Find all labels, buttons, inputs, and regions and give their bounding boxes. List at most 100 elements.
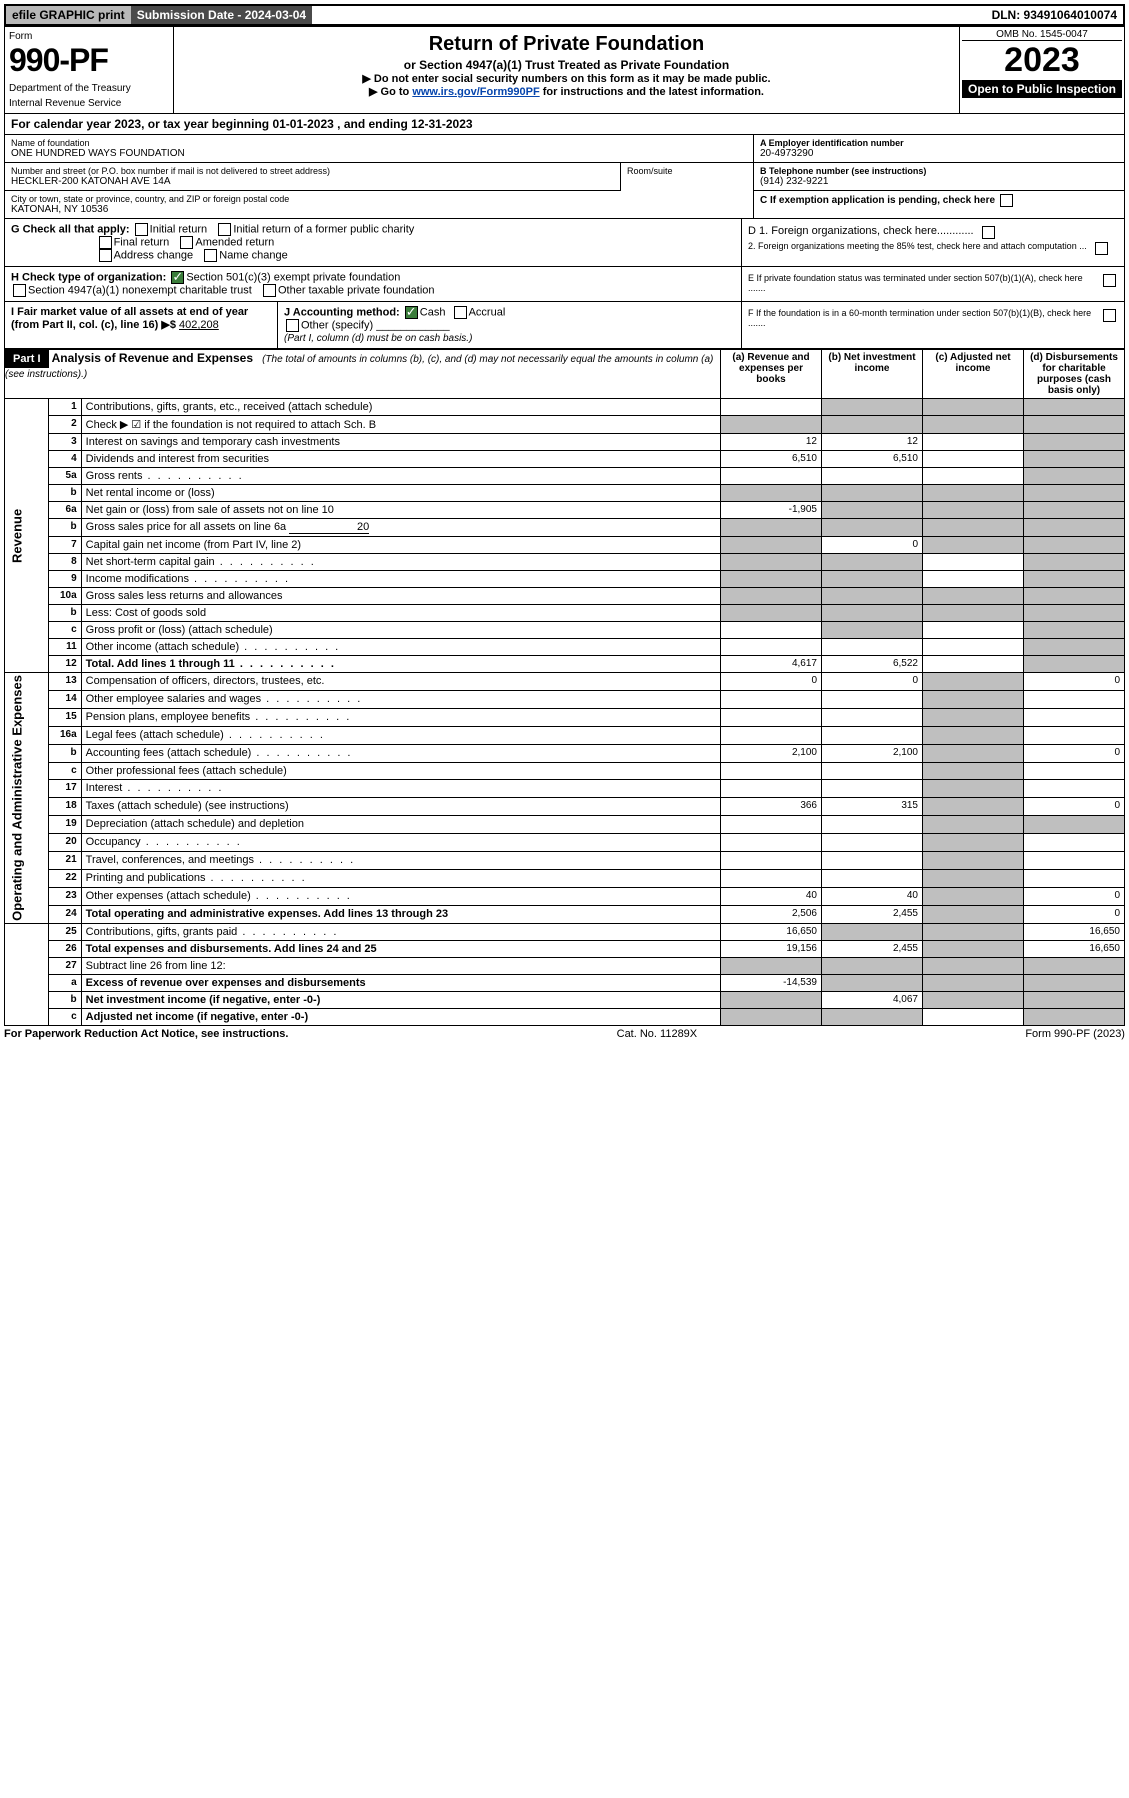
- line-26: 26Total expenses and disbursements. Add …: [5, 940, 1125, 957]
- d1-label: D 1. Foreign organizations, check here..…: [748, 225, 974, 237]
- col-a-header: (a) Revenue and expenses per books: [721, 350, 822, 399]
- form-label: Form: [9, 31, 169, 42]
- calendar-year-line: For calendar year 2023, or tax year begi…: [4, 114, 1125, 135]
- form-header: Form 990-PF Department of the Treasury I…: [4, 26, 1125, 114]
- line-15: 15Pension plans, employee benefits: [5, 708, 1125, 726]
- note-goto: ▶ Go to www.irs.gov/Form990PF for instru…: [182, 85, 951, 98]
- expenses-section-label: Operating and Administrative Expenses: [5, 673, 49, 924]
- j-other-label: Other (specify): [301, 319, 373, 331]
- ein-label: A Employer identification number: [760, 138, 1118, 148]
- j-accrual-label: Accrual: [469, 306, 506, 318]
- g-initial-return[interactable]: [135, 223, 148, 236]
- entity-info: Name of foundation ONE HUNDRED WAYS FOUN…: [4, 135, 1125, 219]
- c-checkbox[interactable]: [1000, 194, 1013, 207]
- line-3: 3Interest on savings and temporary cash …: [5, 434, 1125, 451]
- foundation-name: ONE HUNDRED WAYS FOUNDATION: [11, 148, 747, 159]
- line-8: 8Net short-term capital gain: [5, 554, 1125, 571]
- efile-label[interactable]: efile GRAPHIC print: [6, 6, 131, 24]
- footer-form: Form 990-PF (2023): [1025, 1028, 1125, 1040]
- h-other-taxable[interactable]: [263, 284, 276, 297]
- city-state-zip: KATONAH, NY 10536: [11, 204, 747, 215]
- line-7: 7Capital gain net income (from Part IV, …: [5, 537, 1125, 554]
- g-opt-5: Name change: [219, 249, 288, 261]
- line-27b: bNet investment income (if negative, ent…: [5, 991, 1125, 1008]
- form-number: 990-PF: [9, 42, 169, 79]
- line-16c: cOther professional fees (attach schedul…: [5, 762, 1125, 780]
- part1-table: Part I Analysis of Revenue and Expenses …: [4, 349, 1125, 1026]
- phone-value: (914) 232-9221: [760, 176, 1118, 187]
- g-opt-2: Final return: [114, 236, 170, 248]
- h-4947[interactable]: [13, 284, 26, 297]
- line-14: 14Other employee salaries and wages: [5, 690, 1125, 708]
- e-checkbox[interactable]: [1103, 274, 1116, 287]
- line-6b: bGross sales price for all assets on lin…: [5, 519, 1125, 537]
- irs-label: Internal Revenue Service: [9, 98, 169, 109]
- check-section-ij: I Fair market value of all assets at end…: [4, 302, 1125, 349]
- phone-label: B Telephone number (see instructions): [760, 166, 1118, 176]
- line-6a: 6aNet gain or (loss) from sale of assets…: [5, 502, 1125, 519]
- note-pre: ▶ Go to: [369, 86, 412, 98]
- g-amended[interactable]: [180, 236, 193, 249]
- line-23: 23Other expenses (attach schedule)40400: [5, 887, 1125, 905]
- line-2: 2Check ▶ ☑ if the foundation is not requ…: [5, 416, 1125, 434]
- revenue-section-label: Revenue: [5, 399, 49, 673]
- line-22: 22Printing and publications: [5, 869, 1125, 887]
- g-opt-1: Initial return of a former public charit…: [233, 223, 414, 235]
- form-subtitle: or Section 4947(a)(1) Trust Treated as P…: [182, 58, 951, 72]
- g-initial-former[interactable]: [218, 223, 231, 236]
- line-21: 21Travel, conferences, and meetings: [5, 852, 1125, 870]
- f-label: F If the foundation is in a 60-month ter…: [748, 308, 1095, 328]
- g-address-change[interactable]: [99, 249, 112, 262]
- h-label: H Check type of organization:: [11, 271, 166, 283]
- city-label: City or town, state or province, country…: [11, 194, 747, 204]
- line-4: 4Dividends and interest from securities6…: [5, 451, 1125, 468]
- name-label: Name of foundation: [11, 138, 747, 148]
- h-opt-2: Other taxable private foundation: [278, 284, 435, 296]
- j-note: (Part I, column (d) must be on cash basi…: [284, 333, 472, 344]
- line-24: 24Total operating and administrative exp…: [5, 905, 1125, 923]
- g-name-change[interactable]: [204, 249, 217, 262]
- dln: DLN: 93491064010074: [986, 6, 1123, 24]
- room-label: Room/suite: [627, 166, 747, 176]
- page-footer: For Paperwork Reduction Act Notice, see …: [4, 1026, 1125, 1042]
- check-section-h: H Check type of organization: Section 50…: [4, 267, 1125, 302]
- d2-checkbox[interactable]: [1095, 242, 1108, 255]
- j-cash[interactable]: [405, 306, 418, 319]
- line-27: 27Subtract line 26 from line 12:: [5, 957, 1125, 974]
- line-16a: 16aLegal fees (attach schedule): [5, 726, 1125, 744]
- tax-year: 2023: [962, 41, 1122, 80]
- line-5b: bNet rental income or (loss): [5, 485, 1125, 502]
- e-label: E If private foundation status was termi…: [748, 273, 1095, 293]
- street-address: HECKLER-200 KATONAH AVE 14A: [11, 176, 614, 187]
- line-11: 11Other income (attach schedule): [5, 639, 1125, 656]
- g-opt-3: Amended return: [195, 236, 274, 248]
- footer-catno: Cat. No. 11289X: [617, 1028, 698, 1040]
- j-label: J Accounting method:: [284, 306, 400, 318]
- g-label: G Check all that apply:: [11, 223, 130, 235]
- form990pf-link[interactable]: www.irs.gov/Form990PF: [412, 86, 539, 98]
- omb-number: OMB No. 1545-0047: [962, 29, 1122, 41]
- j-other[interactable]: [286, 319, 299, 332]
- c-label: C If exemption application is pending, c…: [760, 195, 995, 206]
- note-ssn: ▶ Do not enter social security numbers o…: [182, 72, 951, 85]
- h-opt-0: Section 501(c)(3) exempt private foundat…: [186, 271, 400, 283]
- d1-checkbox[interactable]: [982, 226, 995, 239]
- line-12: 12Total. Add lines 1 through 114,6176,52…: [5, 656, 1125, 673]
- g-final-return[interactable]: [99, 236, 112, 249]
- check-section-g: G Check all that apply: Initial return I…: [4, 219, 1125, 267]
- submission-date: Submission Date - 2024-03-04: [131, 6, 312, 24]
- dept-treasury: Department of the Treasury: [9, 83, 169, 94]
- open-inspection: Open to Public Inspection: [962, 80, 1122, 98]
- part1-title: Analysis of Revenue and Expenses: [52, 351, 253, 365]
- f-checkbox[interactable]: [1103, 309, 1116, 322]
- j-accrual[interactable]: [454, 306, 467, 319]
- line-20: 20Occupancy: [5, 834, 1125, 852]
- line-1: Revenue 1Contributions, gifts, grants, e…: [5, 399, 1125, 416]
- col-b-header: (b) Net investment income: [822, 350, 923, 399]
- d2-label: 2. Foreign organizations meeting the 85%…: [748, 241, 1087, 251]
- line-9: 9Income modifications: [5, 571, 1125, 588]
- col-c-header: (c) Adjusted net income: [923, 350, 1024, 399]
- h-501c3[interactable]: [171, 271, 184, 284]
- line-5a: 5aGross rents: [5, 468, 1125, 485]
- line-25: 25Contributions, gifts, grants paid16,65…: [5, 923, 1125, 940]
